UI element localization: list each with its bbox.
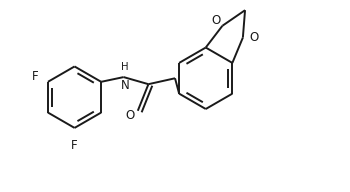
Text: N: N bbox=[120, 79, 129, 92]
Text: F: F bbox=[71, 139, 78, 151]
Text: F: F bbox=[32, 70, 39, 83]
Text: H: H bbox=[121, 62, 128, 72]
Text: O: O bbox=[249, 31, 258, 44]
Text: O: O bbox=[211, 14, 220, 27]
Text: O: O bbox=[126, 109, 135, 122]
